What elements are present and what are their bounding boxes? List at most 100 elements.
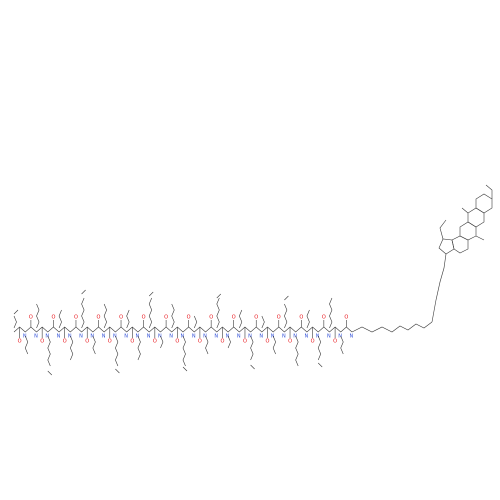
oxygen-label: O [29, 315, 33, 321]
oxygen-label: O [299, 315, 303, 321]
side-chain [329, 297, 333, 329]
oxygen-label: O [119, 315, 123, 321]
side-chain [272, 335, 276, 355]
terminal-bond [47, 370, 53, 376]
side-chain [24, 335, 29, 355]
nitrogen-label: N [181, 334, 185, 340]
side-chain [47, 335, 51, 367]
oxygen-label: O [153, 339, 157, 345]
linker [351, 321, 433, 333]
oxygen-label: O [209, 315, 213, 321]
nitrogen-label: N [57, 334, 61, 340]
side-chain [317, 335, 322, 361]
methyl [461, 207, 469, 214]
oxygen-label: O [74, 315, 78, 321]
side-chain [92, 335, 96, 355]
oxygen-label: O [266, 339, 270, 345]
oxygen-label: O [130, 339, 134, 345]
oxygen-label: O [108, 339, 112, 345]
side-chain [205, 335, 209, 355]
oxygen-label: O [175, 339, 179, 345]
nitrogen-label: N [90, 334, 94, 340]
nitrogen-label: N [124, 334, 128, 340]
nitrogen-label: N [293, 334, 297, 340]
backbone [13, 326, 353, 333]
nitrogen-label: N [23, 334, 27, 340]
side-chain [284, 303, 288, 329]
side-chain [295, 335, 299, 367]
side-chain [160, 335, 164, 349]
bonds [351, 184, 493, 333]
oxygen-label: O [277, 315, 281, 321]
side-chain [13, 315, 17, 329]
side-chain [340, 335, 344, 355]
nitrogen-label: N [158, 334, 162, 340]
nitrogen-label: N [282, 334, 286, 340]
nitrogen-label: N [304, 334, 308, 340]
oxygen-label: O [220, 339, 224, 345]
nitrogen-label: N [192, 334, 196, 340]
terminal-bond [182, 366, 188, 372]
nitrogen-label: N [68, 334, 72, 340]
side-chain [261, 315, 265, 329]
oxygen-label: O [187, 315, 191, 321]
nitrogen-label: N [226, 334, 230, 340]
oxygen-label: O [232, 315, 236, 321]
methyl [475, 235, 485, 241]
side-chain [137, 335, 141, 361]
nitrogen-label: N [102, 334, 106, 340]
side-chain [126, 309, 130, 329]
terminal-bond [115, 368, 120, 374]
oxygen-label: O [85, 339, 89, 345]
oxygen-label: O [311, 339, 315, 345]
nitrogen-label: N [259, 334, 263, 340]
side-chain [115, 335, 119, 367]
terminal-bond [284, 295, 289, 301]
nitrogen-label: N [79, 334, 83, 340]
oxygen-label: O [344, 315, 348, 321]
side-chain [306, 309, 310, 329]
side-chain [70, 335, 74, 361]
oxygen-label: O [254, 315, 258, 321]
ring [438, 238, 455, 255]
nitrogen-label: N [45, 334, 49, 340]
terminal-bond [13, 309, 19, 315]
side-chain [250, 335, 254, 361]
side-chain [485, 184, 493, 199]
side-chain [148, 297, 153, 329]
terminal-bond [216, 293, 222, 299]
oxygen-label: O [198, 339, 202, 345]
nitrogen-label: N [338, 334, 342, 340]
side-chain [171, 303, 175, 329]
oxygen-label: O [40, 339, 44, 345]
nitrogen-label: N [147, 334, 151, 340]
nitrogen-label: N [248, 334, 252, 340]
oxygen-label: O [18, 339, 22, 345]
nitrogen-label: N [203, 334, 207, 340]
side-chain [216, 297, 220, 329]
nitrogen-label: N [169, 334, 173, 340]
terminal-bond [148, 291, 154, 297]
oxygen-label: O [288, 339, 292, 345]
side-chain [239, 309, 243, 329]
nitrogen-label: N [327, 334, 331, 340]
nitrogen-label: N [350, 334, 354, 340]
nitrogen-label: N [271, 334, 275, 340]
side-chain [58, 309, 62, 329]
terminal-bond [81, 289, 86, 295]
side-chain [81, 297, 85, 329]
oxygen-label: O [333, 339, 337, 345]
linker [431, 253, 447, 323]
terminal-bond [317, 362, 323, 368]
side-chain [227, 335, 231, 349]
oxygen-label: O [51, 315, 55, 321]
side-chain [103, 303, 107, 329]
nitrogen-label: N [135, 334, 139, 340]
oxygen-label: O [97, 315, 101, 321]
side-chain [193, 315, 198, 329]
side-chain [36, 303, 40, 329]
nitrogen-label: N [34, 334, 38, 340]
side-chain [182, 335, 186, 367]
